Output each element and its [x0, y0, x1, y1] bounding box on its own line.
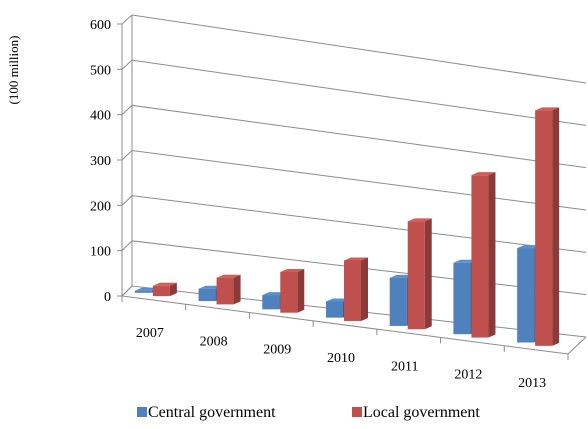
x-tick-label: 2013	[518, 376, 546, 391]
floor-left-edge	[121, 285, 133, 297]
bar-local	[471, 172, 496, 338]
bar-top	[344, 257, 368, 261]
bar-top	[407, 218, 432, 222]
bar-side	[552, 107, 560, 346]
y-tick-label: 600	[90, 18, 111, 33]
y-tick-label: 500	[90, 63, 111, 78]
y-tick-label: 200	[90, 199, 111, 214]
axes	[121, 15, 587, 355]
bar-front	[198, 288, 216, 302]
bar-front	[517, 248, 535, 343]
bar-local	[407, 218, 432, 330]
x-tick-label: 2007	[136, 326, 164, 341]
legend-label: Local government	[363, 404, 480, 421]
legend-swatch	[352, 407, 362, 417]
bar-top	[216, 274, 241, 278]
bar-front	[407, 221, 425, 330]
bar-front	[152, 285, 170, 297]
bar-side	[424, 218, 432, 330]
y-tick-labels: 0 100 200 300 400 500 600	[90, 18, 111, 305]
legend-label: Central government	[148, 404, 276, 421]
bar-side	[233, 274, 241, 305]
bar-front	[389, 277, 407, 326]
bar-front	[134, 290, 152, 293]
bar-local	[344, 257, 368, 321]
legend: Central government Local government	[137, 404, 480, 421]
x-tick-label: 2012	[454, 368, 482, 383]
x-axis-line	[121, 295, 569, 355]
bar-front	[280, 271, 298, 313]
x-tick-label: 2011	[391, 359, 418, 374]
bar-front	[535, 110, 553, 346]
bar-front	[344, 260, 361, 321]
x-tick-label: 2009	[263, 343, 291, 358]
bar-local	[280, 268, 305, 313]
bar-side	[361, 257, 368, 321]
x-tick-label: 2010	[327, 351, 355, 366]
y-tick-label: 100	[90, 245, 111, 260]
bar-local	[535, 107, 560, 346]
bar-side	[488, 172, 496, 338]
bar-side	[297, 268, 305, 313]
bar-front	[471, 175, 489, 338]
y-tick-label: 400	[90, 109, 111, 124]
floor-right-edge	[567, 336, 587, 355]
bar-side	[169, 282, 177, 297]
y-axis-label: (100 million)	[6, 36, 21, 105]
y-tick-label: 300	[90, 154, 111, 169]
bar-local	[152, 282, 177, 297]
bar-front	[326, 301, 343, 318]
x-tick-label: 2008	[200, 334, 228, 349]
bar-front	[262, 295, 280, 310]
bar-front	[453, 262, 471, 335]
bar-local	[216, 274, 241, 305]
bar-top	[535, 107, 560, 111]
bars	[134, 107, 560, 346]
bar-top	[152, 282, 177, 286]
bar-top	[471, 172, 496, 176]
bar-front	[216, 277, 234, 305]
x-tick-labels: 2007 2008 2009 2010 2011 2012 2013	[121, 296, 569, 391]
bar-top	[280, 268, 305, 272]
legend-swatch	[137, 407, 147, 417]
y-tick-label: 0	[104, 290, 111, 305]
